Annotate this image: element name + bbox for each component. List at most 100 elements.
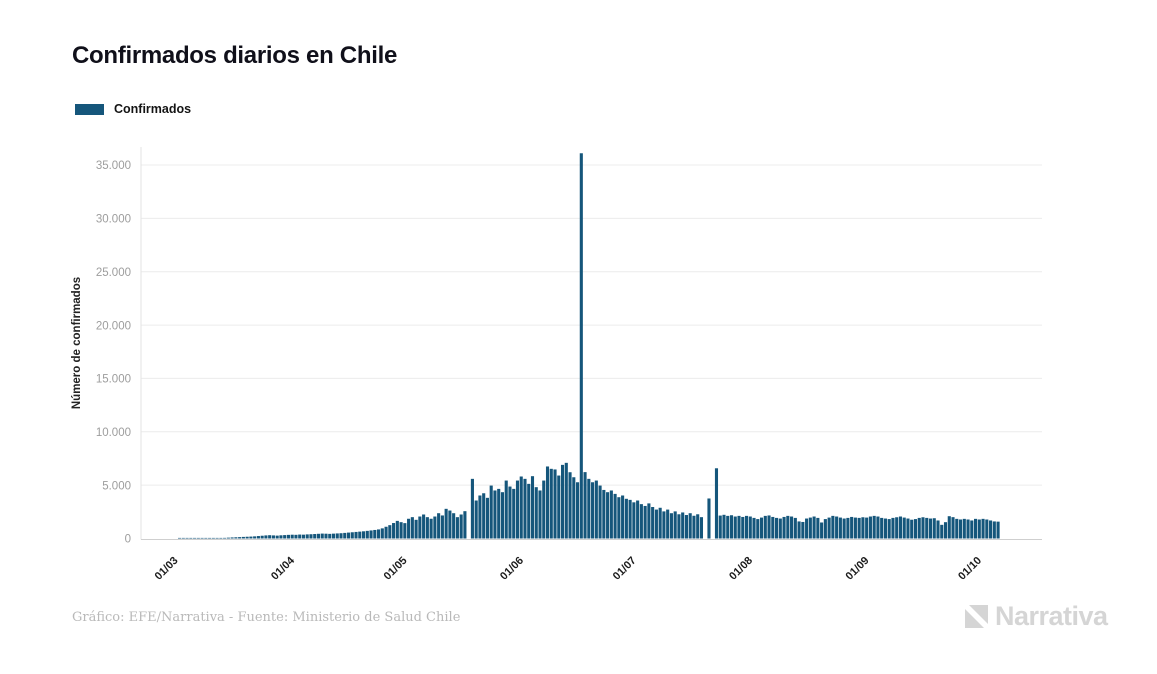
bar [568, 472, 572, 539]
bar [940, 524, 944, 539]
bar [636, 500, 640, 539]
bar [692, 515, 696, 539]
bar [598, 485, 602, 539]
bar [583, 472, 587, 539]
bar [876, 516, 880, 539]
bar [485, 497, 489, 539]
bar [301, 534, 306, 539]
bar [805, 518, 809, 539]
bar [331, 533, 336, 539]
bar [658, 507, 662, 539]
bar [880, 517, 884, 539]
bar [887, 519, 891, 539]
bar [534, 487, 538, 539]
bar [733, 516, 737, 539]
bar [234, 537, 238, 539]
bar [249, 536, 253, 539]
bar [444, 508, 448, 539]
y-tick-label: 5.000 [102, 480, 131, 492]
bar [662, 511, 666, 539]
bar [857, 517, 861, 539]
bar [283, 535, 287, 539]
bar [771, 516, 775, 539]
bar [316, 533, 321, 539]
bar [545, 466, 550, 539]
bar [974, 518, 978, 539]
bar [981, 518, 985, 539]
bar [196, 537, 200, 539]
bar [628, 499, 632, 539]
bar [992, 521, 996, 539]
bar [519, 476, 523, 539]
bar [343, 532, 347, 539]
bar [786, 515, 790, 539]
bar [651, 507, 655, 539]
bar [538, 490, 542, 539]
bar [865, 517, 869, 539]
bar [827, 517, 831, 539]
x-tick-label: 01/09 [844, 555, 872, 583]
bar [820, 522, 824, 539]
bar [778, 518, 782, 539]
bar [369, 530, 373, 539]
bar [515, 480, 520, 539]
bar [943, 522, 948, 539]
bar [504, 480, 508, 539]
bar [395, 520, 399, 539]
bar [958, 519, 963, 539]
bar [181, 537, 185, 539]
bar [305, 534, 309, 539]
bar [989, 520, 993, 539]
bar [606, 492, 610, 539]
y-tick-label: 20.000 [96, 320, 131, 332]
bar [872, 515, 876, 539]
bar [714, 468, 719, 539]
bar [895, 517, 899, 539]
bar [996, 521, 1000, 539]
bar [609, 490, 613, 539]
bar [328, 533, 332, 539]
bar [647, 503, 651, 539]
bar [437, 513, 441, 539]
bar [654, 509, 658, 539]
bar [917, 517, 921, 539]
bar [268, 535, 272, 539]
bar [208, 537, 212, 539]
bar [384, 526, 388, 539]
x-tick-label: 01/04 [269, 554, 298, 583]
bar [883, 518, 887, 539]
chart-title: Confirmados diarios en Chile [72, 42, 397, 69]
bar [639, 504, 643, 539]
bar [681, 512, 685, 539]
bar [782, 516, 786, 539]
bar [553, 469, 557, 539]
bar [407, 518, 411, 539]
bar [223, 537, 227, 539]
bar [643, 505, 647, 539]
credit-text: Gráfico: EFE/Narrativa - Fuente: Ministe… [72, 610, 461, 625]
bar [245, 536, 249, 539]
bar [977, 519, 981, 539]
bar [271, 535, 275, 539]
bar [673, 511, 677, 539]
bar [808, 517, 812, 539]
bar [970, 520, 974, 539]
bar [365, 530, 369, 539]
narrativa-logo: Narrativa [963, 601, 1108, 632]
bar [178, 537, 182, 539]
bar [241, 536, 245, 539]
bar [542, 480, 546, 539]
bar [211, 537, 215, 539]
bar [422, 514, 426, 539]
bar [230, 537, 234, 539]
bar [440, 515, 444, 539]
bar [624, 498, 628, 539]
bar [591, 482, 595, 539]
bar [399, 522, 403, 539]
bar [226, 537, 230, 539]
x-tick-label: 01/05 [382, 555, 410, 583]
bar [868, 516, 872, 539]
bar [816, 517, 820, 539]
bar [324, 533, 328, 539]
